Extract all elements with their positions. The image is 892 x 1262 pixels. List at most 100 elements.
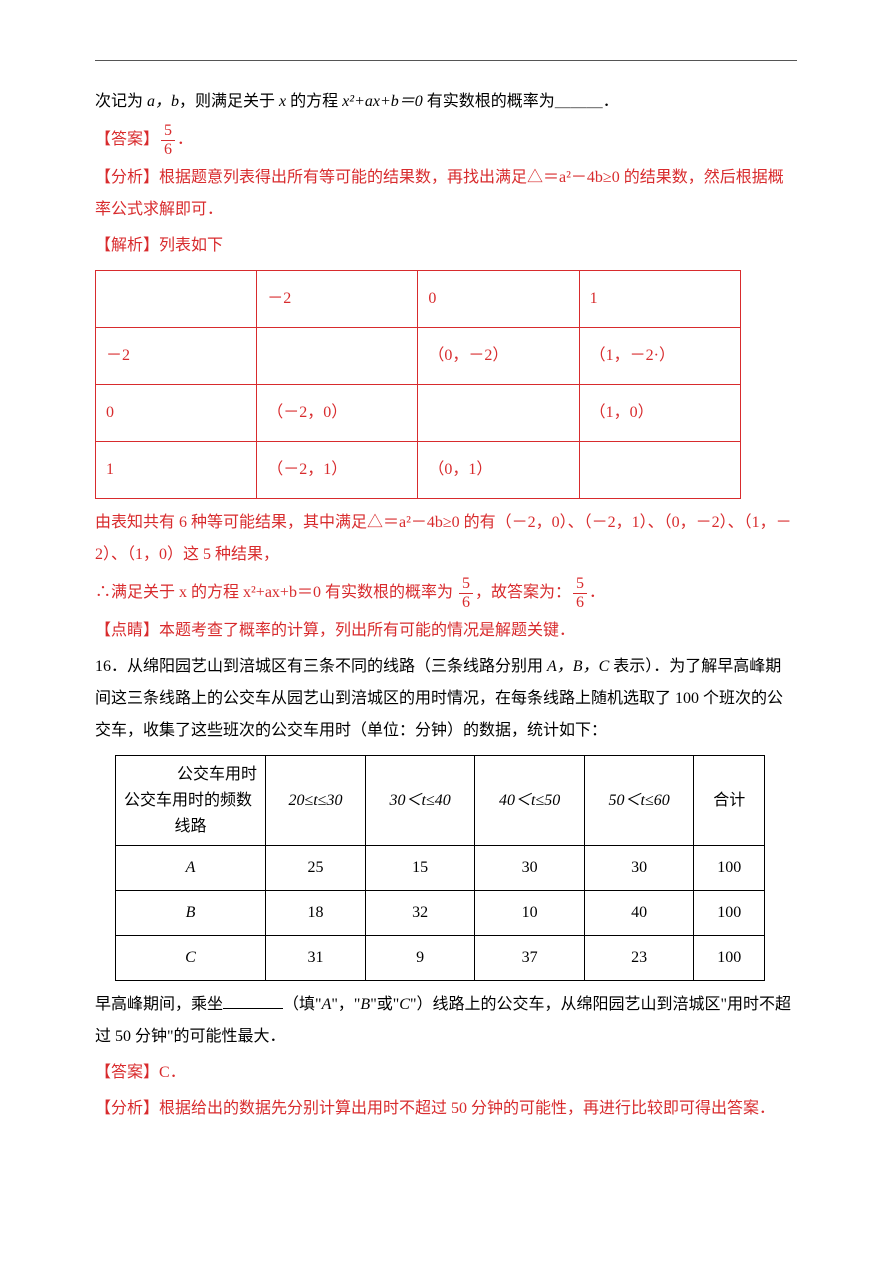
table-header: 1 (579, 271, 740, 328)
solve-block: 【解析】列表如下 (95, 230, 797, 262)
denominator: 6 (459, 594, 473, 612)
question-16: 16．从绵阳园艺山到涪城区有三条不同的线路（三条线路分别用 A，B，C 表示）．… (95, 651, 797, 747)
period: ． (589, 584, 605, 601)
table-row: －2 （0，－2） （1，－2·） (96, 328, 741, 385)
table-header: 50＜t≤60 (584, 756, 694, 846)
table-cell: B (116, 891, 266, 936)
table-cell: 30 (584, 846, 694, 891)
q16-tail: 早高峰期间，乘坐（填"A"，"B"或"C"）线路上的公交车，从绵阳园艺山到涪城区… (95, 989, 797, 1053)
equation: x²+ax+b＝0 (342, 93, 423, 110)
q-number: 16． (95, 658, 127, 675)
table-cell: 9 (365, 936, 475, 981)
table-row: B 18 32 10 40 100 (116, 891, 765, 936)
table-cell: 32 (365, 891, 475, 936)
table-row: 1 （－2，1） （0，1） (96, 442, 741, 499)
hdr-line3: 线路 (124, 814, 257, 840)
denominator: 6 (161, 141, 175, 159)
table-cell (257, 328, 418, 385)
fraction: 56 (459, 575, 473, 611)
numerator: 5 (161, 122, 175, 141)
options-hint: （填"A"，"B"或"C"） (283, 996, 432, 1013)
route: B (186, 904, 196, 921)
answer2-block: 【答案】C． (95, 1057, 797, 1089)
table-cell: 100 (694, 936, 765, 981)
answer-label: 【答案】 (95, 1064, 159, 1081)
table-cell: 31 (266, 936, 366, 981)
table-cell: 15 (365, 846, 475, 891)
table-cell: （0，1） (418, 442, 579, 499)
col-range: 40＜t≤50 (499, 792, 560, 809)
table-cell: －2 (96, 328, 257, 385)
table-header (96, 271, 257, 328)
hdr-line1: 公交车用时 (124, 762, 257, 788)
text: 早高峰期间，乘坐 (95, 996, 223, 1013)
table-header: 40＜t≤50 (475, 756, 585, 846)
answer-block: 【答案】56． (95, 122, 797, 158)
text: ，故答案为： (475, 584, 571, 601)
table-cell: （0，－2） (418, 328, 579, 385)
table-cell (418, 385, 579, 442)
table-header: 0 (418, 271, 579, 328)
table-row: A 25 15 30 30 100 (116, 846, 765, 891)
route: C (185, 949, 196, 966)
fraction: 56 (573, 575, 587, 611)
analysis-block: 【分析】根据题意列表得出所有等可能的结果数，再找出满足△＝a²－4b≥0 的结果… (95, 162, 797, 226)
analysis2-block: 【分析】根据给出的数据先分别计算出用时不超过 50 分钟的可能性，再进行比较即可… (95, 1093, 797, 1125)
table-cell: 100 (694, 846, 765, 891)
table-cell: （1，－2·） (579, 328, 740, 385)
table-cell: 0 (96, 385, 257, 442)
col-range: 20≤t≤30 (288, 792, 342, 809)
col-range: 50＜t≤60 (609, 792, 670, 809)
conclusion-text: 由表知共有 6 种等可能结果，其中满足△＝a²－4b≥0 的有（－2，0）、（－… (95, 507, 797, 571)
table-cell: 30 (475, 846, 585, 891)
period: ． (177, 131, 193, 148)
table-row: 0 （－2，0） （1，0） (96, 385, 741, 442)
text: 有实数根的概率为＿＿＿． (423, 93, 619, 110)
abc-vars: A，B，C (547, 658, 609, 675)
table-cell: 100 (694, 891, 765, 936)
table-cell: 23 (584, 936, 694, 981)
numerator: 5 (573, 575, 587, 594)
table-header: 20≤t≤30 (266, 756, 366, 846)
table-cell: 40 (584, 891, 694, 936)
solve-label: 【解析】 (95, 237, 159, 254)
table-cell: （－2，1） (257, 442, 418, 499)
denominator: 6 (573, 594, 587, 612)
table-cell: C (116, 936, 266, 981)
table-cell: 25 (266, 846, 366, 891)
fraction: 56 (161, 122, 175, 158)
highlight-text: 本题考查了概率的计算，列出所有可能的情况是解题关键． (159, 622, 575, 639)
answer-text: C． (159, 1064, 186, 1081)
table-cell: A (116, 846, 266, 891)
text: ∴满足关于 x 的方程 x²+ax+b＝0 有实数根的概率为 (95, 584, 457, 601)
problem-fragment: 次记为 a，b，则满足关于 x 的方程 x²+ax+b＝0 有实数根的概率为＿＿… (95, 86, 797, 118)
answer-label: 【答案】 (95, 131, 159, 148)
highlight-block: 【点睛】本题考查了概率的计算，列出所有可能的情况是解题关键． (95, 615, 797, 647)
table-header-row: 公交车用时 公交车用时的频数 线路 20≤t≤30 30＜t≤40 40＜t≤5… (116, 756, 765, 846)
table-cell: 10 (475, 891, 585, 936)
solve-text: 列表如下 (159, 237, 223, 254)
table-cell: 1 (96, 442, 257, 499)
table-header: 合计 (694, 756, 765, 846)
analysis-label: 【分析】 (95, 169, 159, 186)
table-cell: （1，0） (579, 385, 740, 442)
table-cell: 37 (475, 936, 585, 981)
analysis-text: 根据给出的数据先分别计算出用时不超过 50 分钟的可能性，再进行比较即可得出答案… (159, 1100, 775, 1117)
bus-data-table: 公交车用时 公交车用时的频数 线路 20≤t≤30 30＜t≤40 40＜t≤5… (115, 755, 765, 981)
table-header-complex: 公交车用时 公交车用时的频数 线路 (116, 756, 266, 846)
top-rule (95, 60, 797, 61)
probability-line: ∴满足关于 x 的方程 x²+ax+b＝0 有实数根的概率为 56，故答案为：5… (95, 575, 797, 611)
highlight-label: 【点睛】 (95, 622, 159, 639)
table-cell: （－2，0） (257, 385, 418, 442)
fill-blank (223, 993, 283, 1009)
hdr-line2: 公交车用时的频数 (124, 788, 257, 814)
text: 的方程 (286, 93, 342, 110)
text: 次记为 (95, 93, 147, 110)
var-ab: a，b (147, 93, 179, 110)
table-cell (579, 442, 740, 499)
text: ，则满足关于 (179, 93, 279, 110)
table-header: 30＜t≤40 (365, 756, 475, 846)
probability-table: －2 0 1 －2 （0，－2） （1，－2·） 0 （－2，0） （1，0） … (95, 270, 741, 499)
route: A (186, 859, 196, 876)
analysis-text: 根据题意列表得出所有等可能的结果数，再找出满足△＝a²－4b≥0 的结果数，然后… (95, 169, 784, 218)
